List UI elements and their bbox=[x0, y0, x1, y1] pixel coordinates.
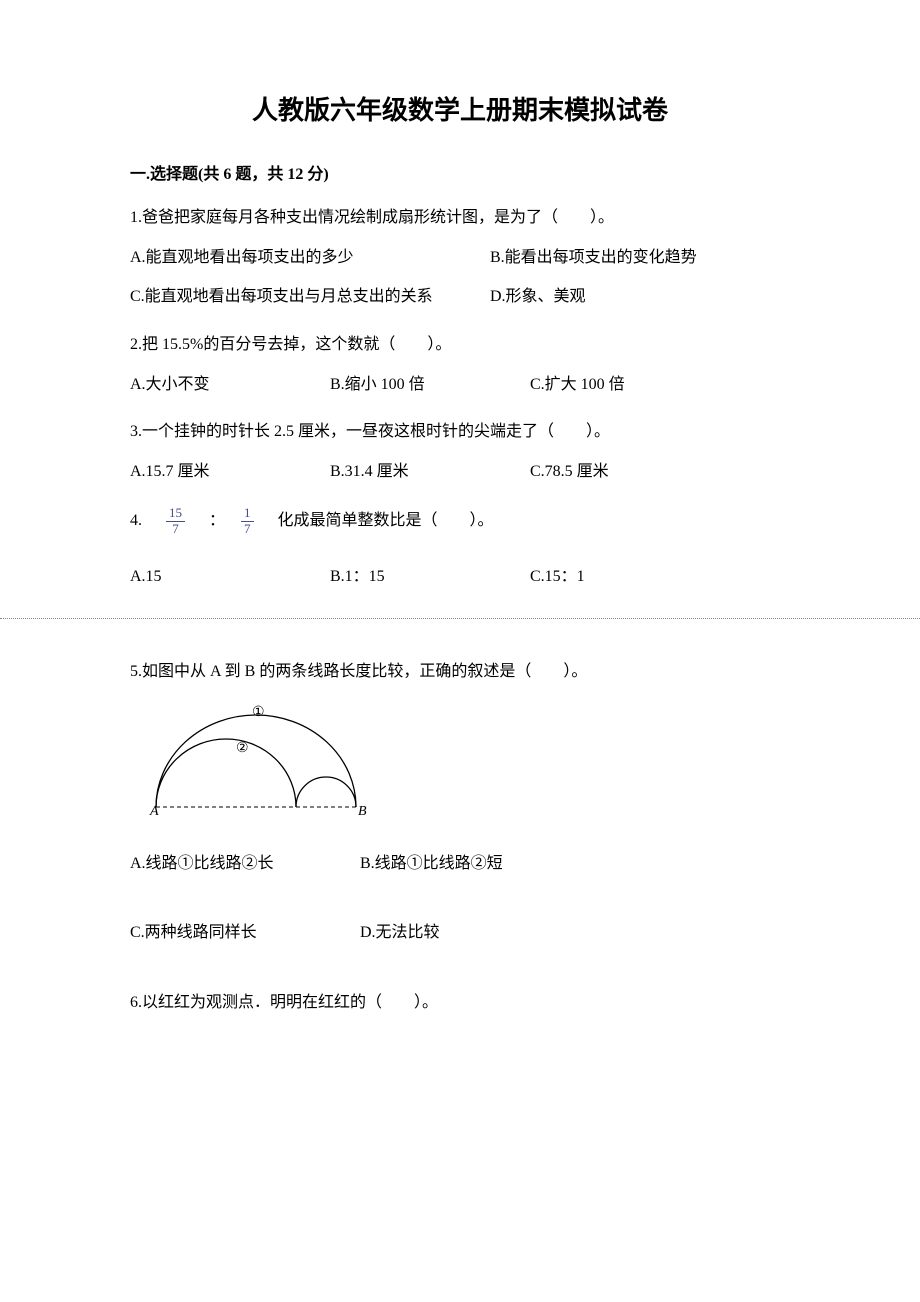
q2-option-c: C.扩大 100 倍 bbox=[530, 372, 730, 398]
question-1: 1.爸爸把家庭每月各种支出情况绘制成扇形统计图，是为了（ ）。 A.能直观地看出… bbox=[130, 205, 790, 310]
q4-text: 4. 15 7 ： 1 7 化成最简单整数比是（ ）。 bbox=[130, 506, 790, 536]
page-title: 人教版六年级数学上册期末模拟试卷 bbox=[130, 90, 790, 132]
q5-option-c: C.两种线路同样长 bbox=[130, 920, 360, 946]
q1-option-b: B.能看出每项支出的变化趋势 bbox=[490, 245, 790, 271]
question-5: 5.如图中从 A 到 B 的两条线路长度比较，正确的叙述是（ ）。 A B ① … bbox=[130, 659, 790, 946]
q3-option-c: C.78.5 厘米 bbox=[530, 459, 730, 485]
page-divider bbox=[0, 618, 920, 619]
q5-option-a: A.线路①比线路②长 bbox=[130, 851, 360, 877]
q5-label-b: B bbox=[358, 804, 367, 819]
q4-option-b: B.1：15 bbox=[330, 564, 530, 590]
q4-option-a: A.15 bbox=[130, 564, 330, 590]
q5-option-d: D.无法比较 bbox=[360, 920, 590, 946]
question-4: 4. 15 7 ： 1 7 化成最简单整数比是（ ）。 A.15 B.1：15 … bbox=[130, 506, 790, 589]
q4-frac2-num: 1 bbox=[241, 506, 254, 521]
q5-label-a: A bbox=[149, 804, 159, 819]
question-3: 3.一个挂钟的时针长 2.5 厘米，一昼夜这根时针的尖端走了（ ）。 A.15.… bbox=[130, 419, 790, 484]
q4-frac2-den: 7 bbox=[241, 522, 254, 536]
q4-suffix: 化成最简单整数比是（ ）。 bbox=[262, 508, 494, 534]
q4-colon: ： bbox=[193, 508, 233, 534]
q1-option-d: D.形象、美观 bbox=[490, 284, 790, 310]
q3-option-b: B.31.4 厘米 bbox=[330, 459, 530, 485]
q2-text: 2.把 15.5%的百分号去掉，这个数就（ ）。 bbox=[130, 332, 790, 358]
q2-option-b: B.缩小 100 倍 bbox=[330, 372, 530, 398]
q4-frac1-den: 7 bbox=[169, 522, 182, 536]
question-2: 2.把 15.5%的百分号去掉，这个数就（ ）。 A.大小不变 B.缩小 100… bbox=[130, 332, 790, 397]
q4-frac1-num: 15 bbox=[166, 506, 185, 521]
q1-text: 1.爸爸把家庭每月各种支出情况绘制成扇形统计图，是为了（ ）。 bbox=[130, 205, 790, 231]
question-6: 6.以红红为观测点．明明在红红的（ ）。 bbox=[130, 990, 790, 1016]
q1-option-a: A.能直观地看出每项支出的多少 bbox=[130, 245, 490, 271]
q4-prefix: 4. bbox=[130, 508, 158, 534]
q5-text: 5.如图中从 A 到 B 的两条线路长度比较，正确的叙述是（ ）。 bbox=[130, 659, 790, 685]
q5-diagram: A B ① ② bbox=[136, 702, 790, 831]
q4-fraction-1: 15 7 bbox=[166, 506, 185, 536]
q5-label-1: ① bbox=[252, 705, 265, 720]
q1-option-c: C.能直观地看出每项支出与月总支出的关系 bbox=[130, 284, 490, 310]
q6-text: 6.以红红为观测点．明明在红红的（ ）。 bbox=[130, 990, 790, 1016]
q4-fraction-2: 1 7 bbox=[241, 506, 254, 536]
q4-option-c: C.15：1 bbox=[530, 564, 730, 590]
q2-option-a: A.大小不变 bbox=[130, 372, 330, 398]
q5-label-2: ② bbox=[236, 741, 249, 756]
q3-text: 3.一个挂钟的时针长 2.5 厘米，一昼夜这根时针的尖端走了（ ）。 bbox=[130, 419, 790, 445]
q5-option-b: B.线路①比线路②短 bbox=[360, 851, 590, 877]
q3-option-a: A.15.7 厘米 bbox=[130, 459, 330, 485]
section-header: 一.选择题(共 6 题，共 12 分) bbox=[130, 162, 790, 188]
